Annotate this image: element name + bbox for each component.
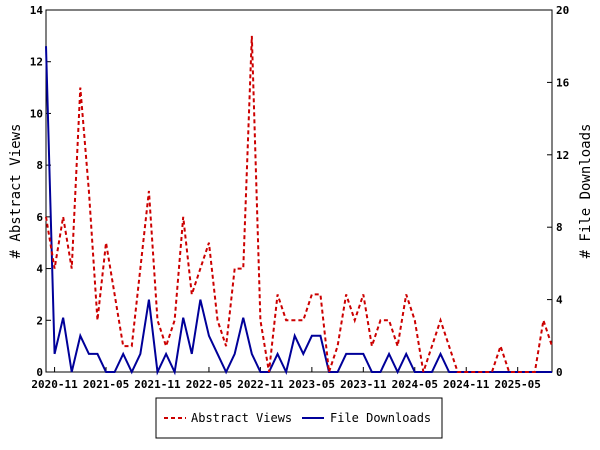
left-tick-label: 12: [30, 56, 43, 69]
right-tick-label: 12: [556, 149, 569, 162]
left-y-ticks: 0 2 4 6 8 10 12 14: [30, 4, 51, 379]
left-tick-label: 8: [36, 159, 43, 172]
x-ticks: 2020-11 2021-05 2021-11 2022-05 2022-11 2023-…: [31, 367, 541, 391]
left-tick-label: 10: [30, 107, 43, 120]
left-tick-label: 4: [36, 263, 43, 276]
legend-label-file-downloads: File Downloads: [330, 411, 431, 425]
x-tick-label: 2025-05: [495, 378, 541, 391]
left-tick-label: 14: [30, 4, 44, 17]
legend-label-abstract-views: Abstract Views: [191, 411, 292, 425]
left-tick-label: 0: [36, 366, 43, 379]
series-line-abstract-views: [45, 35, 553, 373]
x-tick-label: 2022-05: [186, 378, 232, 391]
left-axis-title: # Abstract Views: [8, 124, 24, 259]
right-tick-label: 4: [556, 294, 563, 307]
right-axis-title: # File Downloads: [578, 124, 594, 259]
x-tick-label: 2024-05: [392, 378, 438, 391]
x-tick-label: 2024-11: [443, 378, 490, 391]
left-tick-label: 6: [36, 211, 43, 224]
x-tick-label: 2021-05: [83, 378, 129, 391]
x-tick-label: 2021-11: [134, 378, 181, 391]
right-tick-label: 0: [556, 366, 563, 379]
legend: Abstract Views File Downloads: [155, 397, 443, 439]
plot-frame: [45, 9, 553, 373]
x-tick-label: 2023-11: [340, 378, 387, 391]
x-tick-label: 2023-05: [289, 378, 335, 391]
series-layer: [45, 35, 553, 376]
left-tick-label: 2: [36, 314, 43, 327]
x-tick-label: 2022-11: [237, 378, 284, 391]
x-tick-label: 2020-11: [31, 378, 78, 391]
legend-box: [155, 397, 443, 439]
right-tick-label: 20: [556, 4, 569, 17]
right-tick-label: 8: [556, 221, 563, 234]
right-tick-label: 16: [556, 76, 570, 89]
right-y-ticks: 0 4 8 12 16 20: [547, 4, 570, 379]
